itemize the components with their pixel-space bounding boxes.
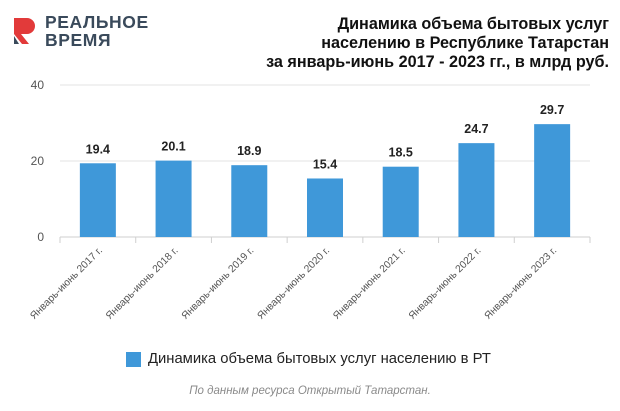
data-label: 18.5 — [389, 146, 413, 160]
x-tick-label: Январь-июнь 2020 г. — [256, 245, 333, 322]
title-line-3: за январь-июнь 2017 - 2023 гг., в млрд р… — [266, 53, 609, 71]
bar — [534, 124, 571, 237]
x-tick-label: Январь-июнь 2023 г. — [483, 245, 560, 322]
bar — [307, 178, 343, 237]
title-line-2: населению в Республике Татарстан — [321, 34, 609, 52]
legend: Динамика объема бытовых услуг населению … — [126, 349, 491, 369]
x-tick-label: Январь-июнь 2022 г. — [407, 245, 484, 322]
data-label: 18.9 — [237, 144, 261, 158]
x-tick-label: Январь-июнь 2017 г. — [28, 245, 105, 322]
source-note: По данным ресурса Открытый Татарстан. — [189, 385, 431, 397]
chart-title: Динамика объема бытовых услуг населению … — [209, 15, 609, 72]
data-label: 20.1 — [161, 140, 185, 154]
legend-label: Динамика объема бытовых услуг населению … — [148, 351, 491, 367]
logo-mark-icon — [14, 18, 35, 44]
data-label: 15.4 — [313, 157, 337, 171]
data-label: 19.4 — [86, 142, 110, 156]
y-tick-label: 20 — [31, 154, 45, 168]
logo: РЕАЛЬНОЕ ВРЕМЯ — [11, 12, 156, 54]
data-label: 29.7 — [540, 103, 564, 117]
logo-text: РЕАЛЬНОЕ ВРЕМЯ — [45, 12, 149, 50]
bar — [382, 166, 419, 237]
x-tick-label: Январь-июнь 2018 г. — [104, 245, 181, 322]
bar — [155, 160, 192, 237]
logo-line-2: ВРЕМЯ — [45, 29, 112, 50]
logo-line-1: РЕАЛЬНОЕ — [45, 12, 149, 32]
x-tick-label: Январь-июнь 2021 г. — [331, 245, 408, 322]
bar — [231, 165, 268, 237]
data-label: 24.7 — [464, 122, 488, 136]
y-tick-label: 40 — [31, 78, 45, 92]
y-tick-label: 0 — [37, 230, 44, 244]
title-line-1: Динамика объема бытовых услуг — [337, 15, 609, 33]
bar — [79, 163, 116, 237]
legend-swatch — [126, 351, 141, 367]
bar — [458, 143, 495, 237]
x-tick-label: Январь-июнь 2019 г. — [180, 245, 257, 322]
